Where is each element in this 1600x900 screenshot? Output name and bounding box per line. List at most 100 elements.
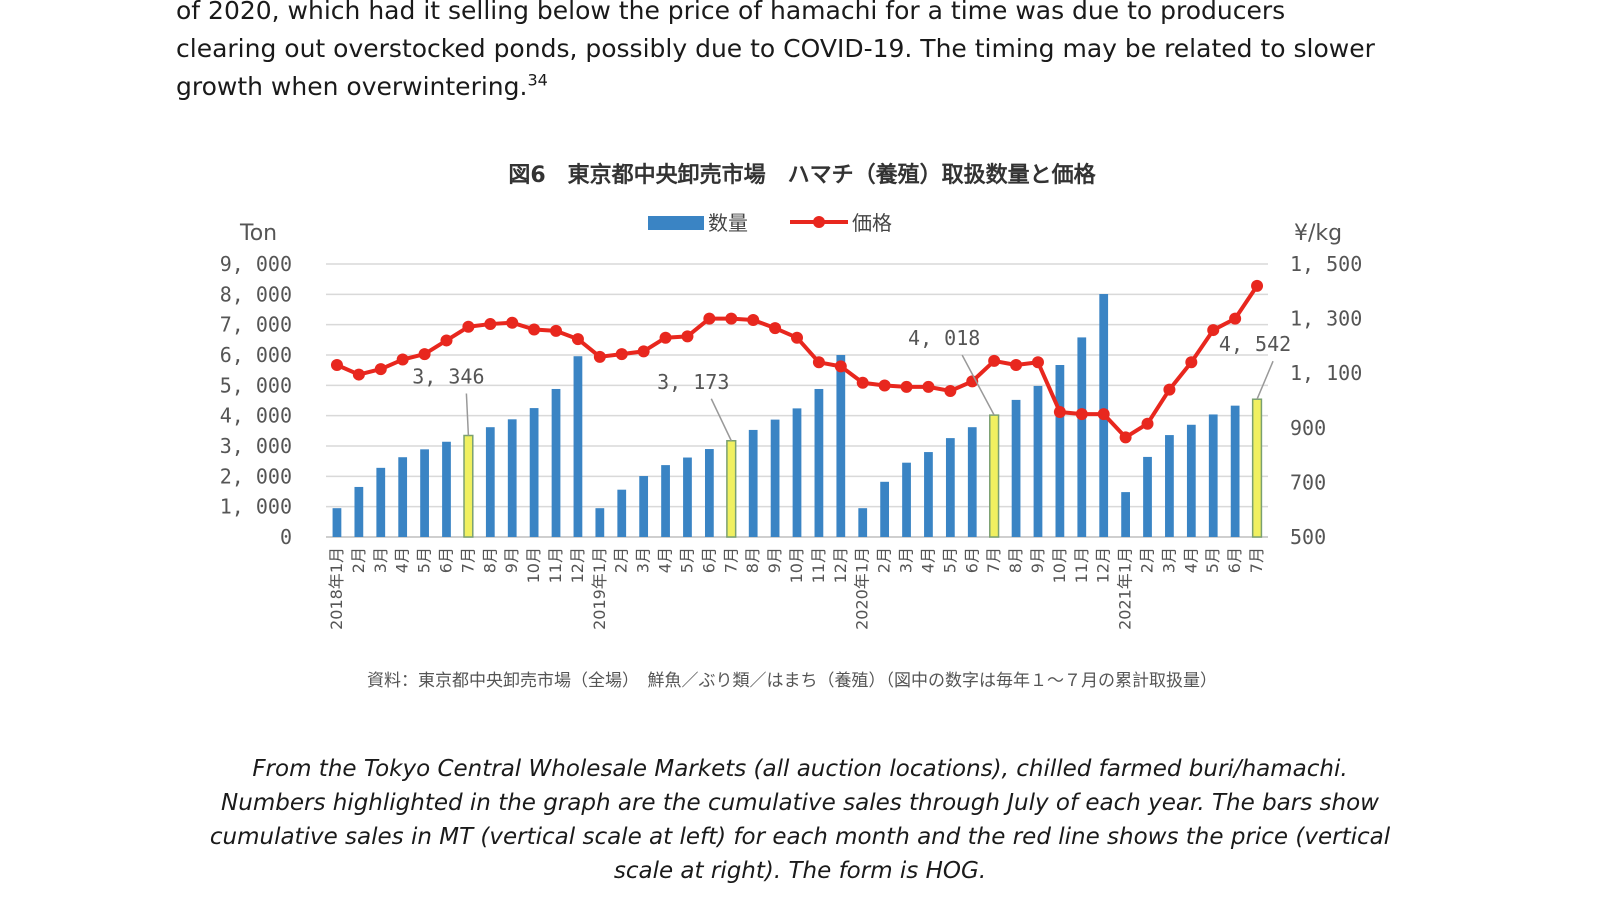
right-tick-label: 1, 100 — [1290, 361, 1362, 385]
left-tick-label: 6, 000 — [220, 343, 292, 367]
bar — [1165, 435, 1174, 537]
bar-series — [332, 294, 1263, 538]
annotation-label: 3, 173 — [657, 370, 729, 394]
price-line-series — [330, 279, 1264, 444]
right-tick-label: 1, 300 — [1290, 307, 1362, 331]
x-tick-label: 11月 — [546, 547, 565, 583]
x-tick-label: 5月 — [1203, 547, 1222, 573]
price-point — [659, 331, 672, 344]
x-tick-label: 10月 — [524, 547, 543, 583]
annotation-label: 4, 018 — [908, 326, 980, 350]
x-tick-label: 11月 — [809, 547, 828, 583]
x-tick-label: 5月 — [940, 547, 959, 573]
x-tick-label: 2月 — [875, 547, 894, 573]
caption-line-3: cumulative sales in MT (vertical scale a… — [209, 824, 1391, 850]
price-point — [900, 380, 913, 393]
price-point — [1207, 324, 1220, 337]
bar — [398, 457, 408, 537]
bar — [814, 388, 824, 537]
price-point — [571, 333, 584, 346]
price-point — [856, 376, 869, 389]
bar — [420, 449, 429, 537]
x-tick-label: 5月 — [677, 547, 696, 573]
price-point — [1229, 312, 1242, 325]
x-tick-label: 8月 — [480, 547, 499, 573]
price-point — [1163, 383, 1176, 396]
right-axis-unit: ¥/kg — [1294, 221, 1342, 246]
chart-title: 図6 東京都中央卸売市場 ハマチ（養殖）取扱数量と価格 — [508, 162, 1096, 188]
bar — [639, 476, 649, 537]
legend-line-marker — [813, 216, 825, 228]
x-tick-label: 11月 — [1072, 547, 1091, 583]
x-tick-label: 7月 — [984, 547, 1003, 573]
x-tick-label: 4月 — [1181, 547, 1200, 573]
x-tick-label: 2020年1月 — [853, 547, 872, 630]
price-point — [944, 384, 957, 397]
figure-caption: From the Tokyo Central Wholesale Markets… — [180, 752, 1420, 888]
bar — [1208, 414, 1218, 537]
left-tick-label: 1, 000 — [220, 495, 292, 519]
bar — [902, 462, 911, 537]
annotation-leader — [710, 398, 732, 442]
price-point — [747, 313, 760, 326]
right-tick-label: 1, 500 — [1290, 252, 1362, 276]
x-tick-label: 9月 — [1028, 547, 1047, 573]
price-point — [462, 320, 475, 333]
price-point — [703, 312, 716, 325]
x-tick-label: 3月 — [634, 547, 653, 573]
bar-highlighted — [726, 440, 737, 538]
intro-line-3: growth when overwintering. — [176, 72, 528, 101]
bar-highlighted — [463, 434, 474, 538]
price-point — [681, 330, 694, 343]
right-tick-label: 700 — [1290, 470, 1326, 494]
price-point — [615, 348, 628, 361]
bar — [595, 508, 605, 537]
x-tick-label: 2月 — [349, 547, 368, 573]
left-tick-label: 9, 000 — [220, 252, 292, 276]
right-tick-label: 500 — [1290, 525, 1326, 549]
right-axis-ticks: 500 700 900 1, 100 1, 300 1, 500 — [1290, 252, 1362, 549]
bar-highlighted — [989, 414, 1000, 538]
caption-line-1: From the Tokyo Central Wholesale Markets… — [252, 756, 1348, 782]
price-point — [418, 348, 431, 361]
x-tick-label: 7月 — [458, 547, 477, 573]
price-point — [440, 334, 453, 347]
bar — [529, 408, 539, 537]
x-tick-label: 9月 — [765, 547, 784, 573]
price-point — [878, 379, 891, 392]
bar — [836, 355, 846, 537]
price-point — [396, 353, 409, 366]
bar — [1121, 492, 1130, 537]
x-tick-label: 2月 — [612, 547, 631, 573]
x-tick-label: 2018年1月 — [327, 547, 346, 630]
bar — [507, 419, 517, 537]
price-point — [1251, 279, 1264, 292]
price-point — [593, 350, 606, 363]
bar — [442, 441, 451, 537]
x-tick-label: 9月 — [502, 547, 521, 573]
bar — [485, 427, 495, 537]
intro-paragraph: of 2020, which had it selling below the … — [176, 0, 1436, 106]
x-tick-label: 4月 — [393, 547, 412, 573]
caption-line-4: scale at right). The form is HOG. — [613, 858, 987, 884]
left-tick-label: 3, 000 — [220, 434, 292, 458]
bar — [704, 449, 714, 537]
x-tick-label: 2月 — [1138, 547, 1157, 573]
bar — [924, 452, 933, 537]
bar — [1077, 337, 1087, 537]
left-tick-label: 4, 000 — [220, 404, 292, 428]
left-tick-label: 2, 000 — [220, 464, 292, 488]
price-point — [506, 316, 519, 329]
x-tick-label: 4月 — [656, 547, 675, 573]
price-point — [812, 356, 825, 369]
legend-line-label: 価格 — [852, 211, 892, 235]
price-point — [1097, 408, 1110, 421]
bar — [945, 438, 955, 537]
bar — [332, 508, 342, 537]
chart-source-note: 資料：東京都中央卸売市場（全場） 鮮魚／ぶり類／はまち（養殖）（図中の数字は毎年… — [367, 671, 1217, 691]
bar — [967, 427, 977, 537]
bar — [858, 508, 868, 537]
price-point — [484, 318, 497, 331]
x-tick-label: 3月 — [897, 547, 916, 573]
